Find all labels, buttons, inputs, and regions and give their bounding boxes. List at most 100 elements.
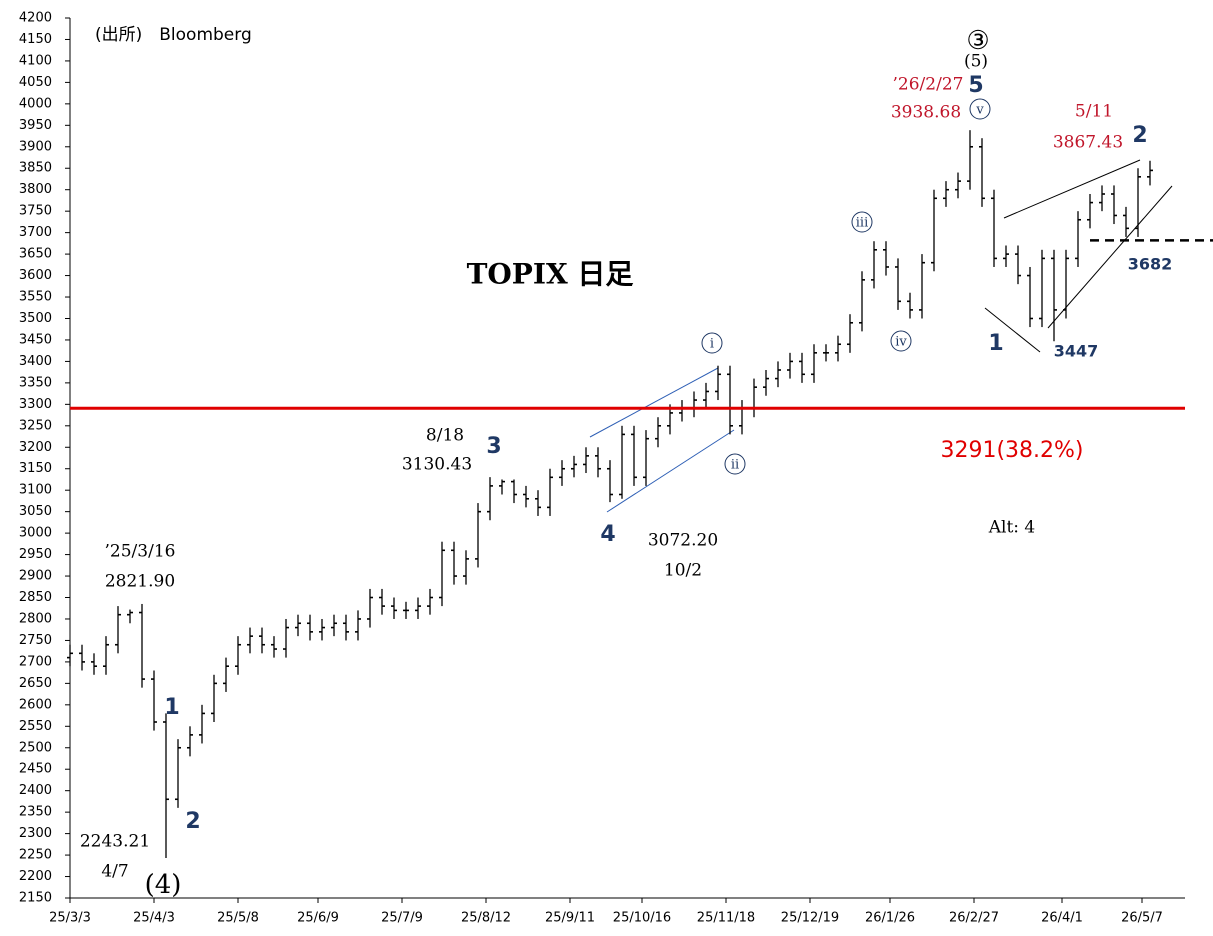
y-tick-label: 4100 [19,53,52,68]
y-tick-label: 3850 [19,161,52,176]
annotation: iv [895,335,907,350]
y-tick-label: 2650 [19,676,52,691]
annotation: ’25/3/16 [105,542,176,562]
x-tick-label: 25/10/16 [613,911,671,926]
x-tick-label: 26/1/26 [865,911,915,926]
y-tick-label: 2400 [19,783,52,798]
annotation: (出所) Bloomberg [95,25,252,45]
channel-line [606,429,735,513]
trend-line [1003,159,1141,219]
annotation: 3 [486,434,501,459]
annotation: 4 [600,522,615,547]
annotation: 5/11 [1075,102,1113,122]
circle [890,330,912,352]
y-tick-label: 2950 [19,547,52,562]
x-tick-label: 26/5/7 [1121,911,1163,926]
y-tick-label: 3550 [19,290,52,305]
annotation: iii [856,216,868,231]
annotation: 3938.68 [891,103,961,123]
annotation: 1 [988,331,1003,356]
x-tick-label: 26/2/27 [949,911,999,926]
circle [724,453,746,475]
y-tick-label: 3150 [19,461,52,476]
y-tick-label: 3350 [19,375,52,390]
y-tick-label: 2900 [19,569,52,584]
y-tick-label: 3100 [19,483,52,498]
annotation: ’26/2/27 [893,75,964,95]
annotation: 3447 [1054,342,1099,361]
x-tick-label: 25/9/11 [545,911,595,926]
y-tick-label: 2300 [19,826,52,841]
annotation: ii [731,458,739,473]
x-tick-label: 25/5/8 [217,911,259,926]
y-tick-label: 2600 [19,697,52,712]
channel-line [589,367,719,438]
annotation: 1 [164,695,179,720]
annotation: ③ [966,26,989,56]
y-tick-label: 3200 [19,440,52,455]
x-tick-label: 26/4/1 [1041,911,1083,926]
y-tick-label: 4150 [19,32,52,47]
wave-circles [701,98,991,475]
annotation: v [975,103,984,118]
annotation: 3867.43 [1053,133,1123,153]
fib-label: 3291(38.2%) [940,438,1083,463]
annotation: i [710,337,714,352]
y-tick-label: 3950 [19,118,52,133]
y-tick-label: 3300 [19,397,52,412]
trend-line [984,307,1041,353]
triangle [984,159,1173,353]
y-tick-label: 3700 [19,225,52,240]
circle [851,211,873,233]
annotation: (5) [964,52,988,72]
y-tick-label: 3900 [19,139,52,154]
y-tick-label: 4200 [19,11,52,26]
x-tick-label: 25/12/19 [781,911,839,926]
y-tick-label: 3600 [19,268,52,283]
y-tick-label: 3000 [19,526,52,541]
y-tick-label: 3050 [19,504,52,519]
annotation: 3130.43 [402,455,472,475]
y-tick-label: 3750 [19,204,52,219]
y-tick-label: 2850 [19,590,52,605]
annotation: 5 [968,73,983,98]
y-tick-label: 4050 [19,75,52,90]
y-tick-label: 2450 [19,762,52,777]
circle [969,98,991,120]
y-tick-label: 2250 [19,848,52,863]
annotation: 2 [185,809,200,834]
annotation: (4) [145,870,182,900]
y-tick-label: 3250 [19,418,52,433]
y-tick-label: 4000 [19,96,52,111]
y-tick-label: 2500 [19,740,52,755]
annotation: 3072.20 [648,531,718,551]
y-tick-label: 3650 [19,247,52,262]
y-tick-label: 2350 [19,805,52,820]
annotation: 2243.21 [80,832,150,852]
y-tick-label: 2200 [19,869,52,884]
x-tick-label: 25/7/9 [381,911,423,926]
y-tick-label: 2750 [19,633,52,648]
y-tick-label: 2150 [19,891,52,906]
y-tick-label: 2550 [19,719,52,734]
y-tick-label: 3800 [19,182,52,197]
x-tick-label: 25/11/18 [697,911,755,926]
y-tick-label: 2700 [19,654,52,669]
y-tick-label: 3400 [19,354,52,369]
trend-line [1047,185,1173,329]
annotation: 2821.90 [105,572,175,592]
x-tick-label: 25/3/3 [49,911,91,926]
annotation: 8/18 [426,426,464,446]
annotation: 4/7 [101,862,128,882]
annotation: 10/2 [664,561,702,581]
annotation: Alt: 4 [988,518,1036,538]
x-tick-label: 25/4/3 [133,911,175,926]
channel [589,367,735,513]
annotation: 2 [1132,123,1147,148]
support-label: 3682 [1128,255,1173,274]
y-tick-label: 3450 [19,332,52,347]
x-tick-label: 25/6/9 [297,911,339,926]
x-tick-label: 25/8/12 [461,911,511,926]
circle [701,332,723,354]
